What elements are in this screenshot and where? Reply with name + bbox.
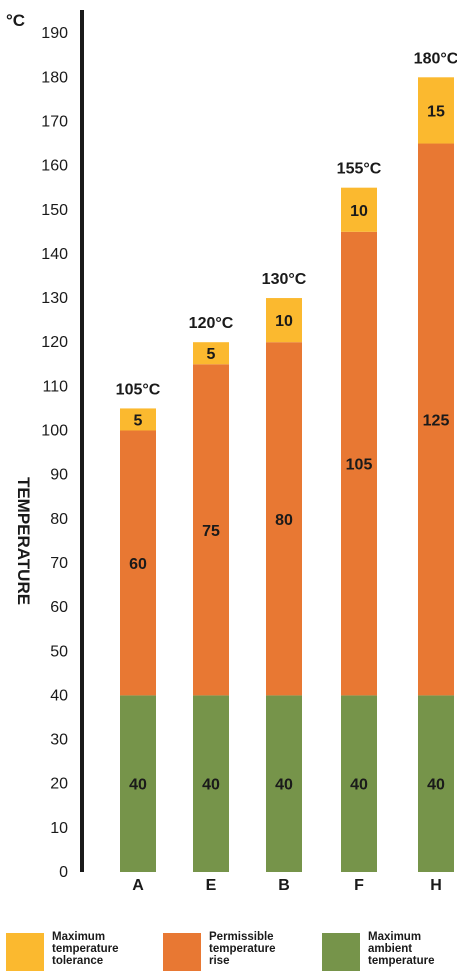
y-tick-label: 150 bbox=[41, 202, 68, 219]
legend-item: Permissible temperature rise bbox=[163, 931, 309, 971]
category-label: E bbox=[206, 877, 217, 894]
segment-value-label: 10 bbox=[275, 313, 293, 330]
bar-segment bbox=[266, 342, 302, 696]
bar-segment bbox=[266, 695, 302, 872]
y-tick-label: 120 bbox=[41, 334, 68, 351]
bar-segment bbox=[341, 231, 377, 696]
stacked-bar-chart: °C 0 10 20 30 40 50 60 70 80 90 100 110 120 130 140 150 1… bbox=[6, 10, 457, 894]
legend-label: Permissible temperature rise bbox=[209, 931, 276, 967]
legend-item: Maximum temperature tolerance bbox=[6, 931, 152, 971]
y-axis-title: TEMPERATURE bbox=[14, 477, 33, 605]
legend-swatch bbox=[322, 933, 360, 971]
bar-total-label: 120°C bbox=[189, 315, 234, 332]
y-tick-label: 190 bbox=[41, 25, 68, 42]
y-axis: °C 0 10 20 30 40 50 60 70 80 90 100 110 120 130 140 150 1… bbox=[6, 10, 84, 881]
bar-segment bbox=[418, 695, 454, 872]
legend: Maximum temperature tolerance Permissible… bbox=[0, 931, 457, 975]
segment-value-label: 10 bbox=[350, 203, 368, 220]
y-tick-label: 40 bbox=[50, 687, 68, 704]
category-label: F bbox=[354, 877, 364, 894]
legend-label: Maximum temperature tolerance bbox=[52, 931, 119, 967]
segment-value-label: 5 bbox=[134, 412, 143, 429]
y-axis-unit: °C bbox=[6, 11, 25, 30]
y-tick-label: 140 bbox=[41, 246, 68, 263]
segment-value-label: 125 bbox=[423, 412, 450, 429]
bar-total-label: 180°C bbox=[414, 50, 457, 67]
labels: 40 60 5 105°C A 40 75 5 120°C E 40 80 10 130°C B 40 105 1… bbox=[116, 50, 457, 894]
segment-value-label: 15 bbox=[427, 103, 445, 120]
y-tick-label: 160 bbox=[41, 158, 68, 175]
segment-value-label: 60 bbox=[129, 556, 147, 573]
segment-value-label: 40 bbox=[129, 777, 147, 794]
segment-value-label: 105 bbox=[346, 457, 373, 474]
legend-swatch bbox=[163, 933, 201, 971]
segment-value-label: 40 bbox=[202, 777, 220, 794]
bar-segment bbox=[193, 342, 229, 365]
bar-segment bbox=[418, 77, 454, 144]
bars bbox=[120, 77, 454, 872]
category-label: B bbox=[278, 877, 290, 894]
y-tick-label: 20 bbox=[50, 776, 68, 793]
bar-segment bbox=[120, 695, 156, 872]
bar-total-label: 155°C bbox=[337, 161, 382, 178]
y-tick-label: 0 bbox=[59, 864, 68, 881]
y-tick-label: 60 bbox=[50, 599, 68, 616]
segment-value-label: 40 bbox=[350, 777, 368, 794]
y-tick-label: 80 bbox=[50, 511, 68, 528]
bar-segment bbox=[120, 408, 156, 431]
y-tick-label: 170 bbox=[41, 113, 68, 130]
y-tick-label: 110 bbox=[42, 378, 68, 395]
legend-item: Maximum ambient temperature bbox=[322, 931, 457, 971]
bar-total-label: 105°C bbox=[116, 381, 161, 398]
category-label: A bbox=[132, 877, 144, 894]
segment-value-label: 75 bbox=[202, 523, 220, 540]
legend-label: Maximum ambient temperature bbox=[368, 931, 435, 967]
bar-segment bbox=[120, 430, 156, 696]
y-tick-label: 180 bbox=[41, 69, 68, 86]
segment-value-label: 40 bbox=[427, 777, 445, 794]
segment-value-label: 80 bbox=[275, 512, 293, 529]
segment-value-label: 5 bbox=[207, 346, 216, 363]
y-tick-label: 30 bbox=[50, 732, 68, 749]
y-tick-label: 100 bbox=[41, 423, 68, 440]
bar-segment bbox=[341, 187, 377, 232]
segment-value-label: 40 bbox=[275, 777, 293, 794]
legend-swatch bbox=[6, 933, 44, 971]
y-tick-label: 130 bbox=[41, 290, 68, 307]
bar-segment bbox=[266, 298, 302, 343]
bar-segment bbox=[193, 695, 229, 872]
y-tick-label: 70 bbox=[50, 555, 68, 572]
y-tick-label: 90 bbox=[50, 467, 68, 484]
bar-segment bbox=[341, 695, 377, 872]
y-tick-label: 10 bbox=[50, 820, 68, 837]
y-tick-label: 50 bbox=[50, 643, 68, 660]
bar-segment bbox=[193, 364, 229, 696]
bar-segment bbox=[418, 143, 454, 696]
bar-total-label: 130°C bbox=[262, 271, 307, 288]
category-label: H bbox=[430, 877, 442, 894]
